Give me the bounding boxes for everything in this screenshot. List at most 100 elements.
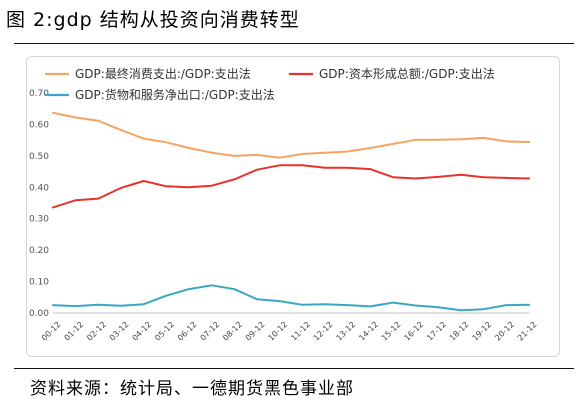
x-tick-label: 04-12	[130, 320, 153, 343]
data-point	[165, 294, 168, 297]
x-tick-label: 19-12	[470, 320, 493, 343]
x-tick-label: 00-12	[40, 320, 63, 343]
data-point	[188, 147, 190, 149]
data-point	[369, 168, 372, 170]
series-line-1	[52, 111, 530, 159]
data-point	[369, 147, 372, 149]
data-point	[505, 304, 508, 306]
data-point	[437, 139, 440, 141]
data-point	[528, 177, 530, 180]
x-tick-label: 01-12	[62, 320, 85, 343]
data-point	[437, 306, 440, 309]
data-point	[256, 168, 258, 171]
data-point	[210, 184, 213, 187]
data-point	[142, 303, 145, 305]
x-tick-label: 08-12	[221, 320, 244, 343]
data-point	[482, 176, 485, 179]
data-point	[301, 304, 304, 306]
data-point	[392, 301, 394, 304]
data-point	[528, 304, 530, 306]
data-point	[142, 180, 145, 182]
data-point	[460, 138, 462, 140]
y-tick-label: 0.30	[29, 215, 49, 225]
data-point	[74, 305, 77, 307]
data-point	[278, 300, 281, 302]
x-tick-label: 14-12	[357, 320, 380, 343]
series-line-2	[52, 164, 530, 209]
data-point	[278, 164, 281, 167]
data-point	[256, 154, 258, 156]
data-point	[74, 116, 77, 119]
data-point	[233, 155, 236, 157]
data-point	[188, 288, 190, 290]
data-point	[528, 141, 530, 143]
data-point	[414, 304, 417, 307]
x-tick-label: 18-12	[448, 320, 471, 343]
data-point	[233, 288, 236, 290]
data-point	[392, 143, 394, 145]
source-divider	[14, 368, 574, 369]
y-tick-label: 0.70	[29, 89, 49, 99]
data-point	[120, 129, 122, 131]
data-point	[97, 304, 100, 306]
legend-label: GDP:最终消费支出:/GDP:支出法	[75, 66, 251, 81]
data-point	[346, 150, 349, 153]
x-tick-label: 13-12	[334, 320, 357, 343]
data-point	[74, 199, 77, 201]
data-point	[414, 177, 417, 180]
data-point	[120, 187, 122, 189]
title-divider	[14, 43, 574, 44]
x-tick-label: 09-12	[244, 320, 267, 343]
data-point	[301, 164, 304, 167]
data-point	[52, 304, 54, 306]
series-line-3	[52, 284, 530, 312]
data-point	[301, 153, 304, 155]
data-point	[505, 177, 508, 179]
x-tick-label: 21-12	[516, 320, 539, 343]
line-chart: 0.00 0.10 0.20 0.30 0.40 0.50 0.60 0.70 00-12 01-…	[29, 66, 539, 343]
data-point	[97, 119, 100, 122]
x-tick-label: 11-12	[289, 320, 312, 343]
x-tick-label: 05-12	[153, 320, 176, 343]
data-point	[369, 305, 372, 308]
y-tick-label: 0.20	[29, 246, 49, 256]
y-tick-label: 0.10	[29, 278, 49, 288]
data-point	[256, 298, 258, 300]
x-tick-label: 12-12	[312, 320, 335, 343]
x-tick-label: 15-12	[380, 320, 403, 343]
x-tick-label: 03-12	[108, 320, 131, 343]
data-point	[52, 112, 54, 114]
y-tick-label: 0.50	[29, 152, 49, 162]
data-point	[437, 176, 440, 178]
y-tick-label: 0.60	[29, 120, 49, 130]
chart-panel: 0.00 0.10 0.20 0.30 0.40 0.50 0.60 0.70 00-12 01-…	[26, 56, 560, 357]
data-point	[210, 151, 213, 154]
data-point	[482, 308, 485, 311]
data-point	[460, 173, 462, 176]
source-note: 资料来源：统计局、一德期货黑色事业部	[30, 379, 354, 399]
y-tick-label: 0.40	[29, 183, 49, 193]
x-tick-label: 02-12	[85, 320, 108, 343]
data-point	[233, 178, 236, 181]
y-tick-label: 0.00	[29, 309, 49, 319]
data-point	[482, 137, 485, 139]
x-tick-label: 10-12	[266, 320, 289, 343]
x-tick-label: 17-12	[425, 320, 448, 343]
data-point	[120, 304, 122, 307]
data-point	[210, 284, 213, 287]
data-point	[324, 167, 326, 169]
data-point	[346, 304, 349, 306]
x-tick-label: 20-12	[493, 320, 516, 343]
legend-label: GDP:资本形成总额:/GDP:支出法	[319, 67, 495, 81]
data-point	[52, 206, 54, 209]
data-point	[505, 140, 508, 143]
data-point	[165, 185, 168, 188]
legend-label: GDP:货物和服务净出口:/GDP:支出法	[75, 87, 275, 102]
data-point	[97, 197, 100, 200]
data-point	[165, 141, 168, 144]
data-point	[346, 167, 349, 169]
x-tick-label: 16-12	[402, 320, 425, 343]
data-point	[324, 303, 326, 305]
x-tick-label: 07-12	[198, 320, 221, 343]
x-tick-label: 06-12	[176, 320, 199, 343]
